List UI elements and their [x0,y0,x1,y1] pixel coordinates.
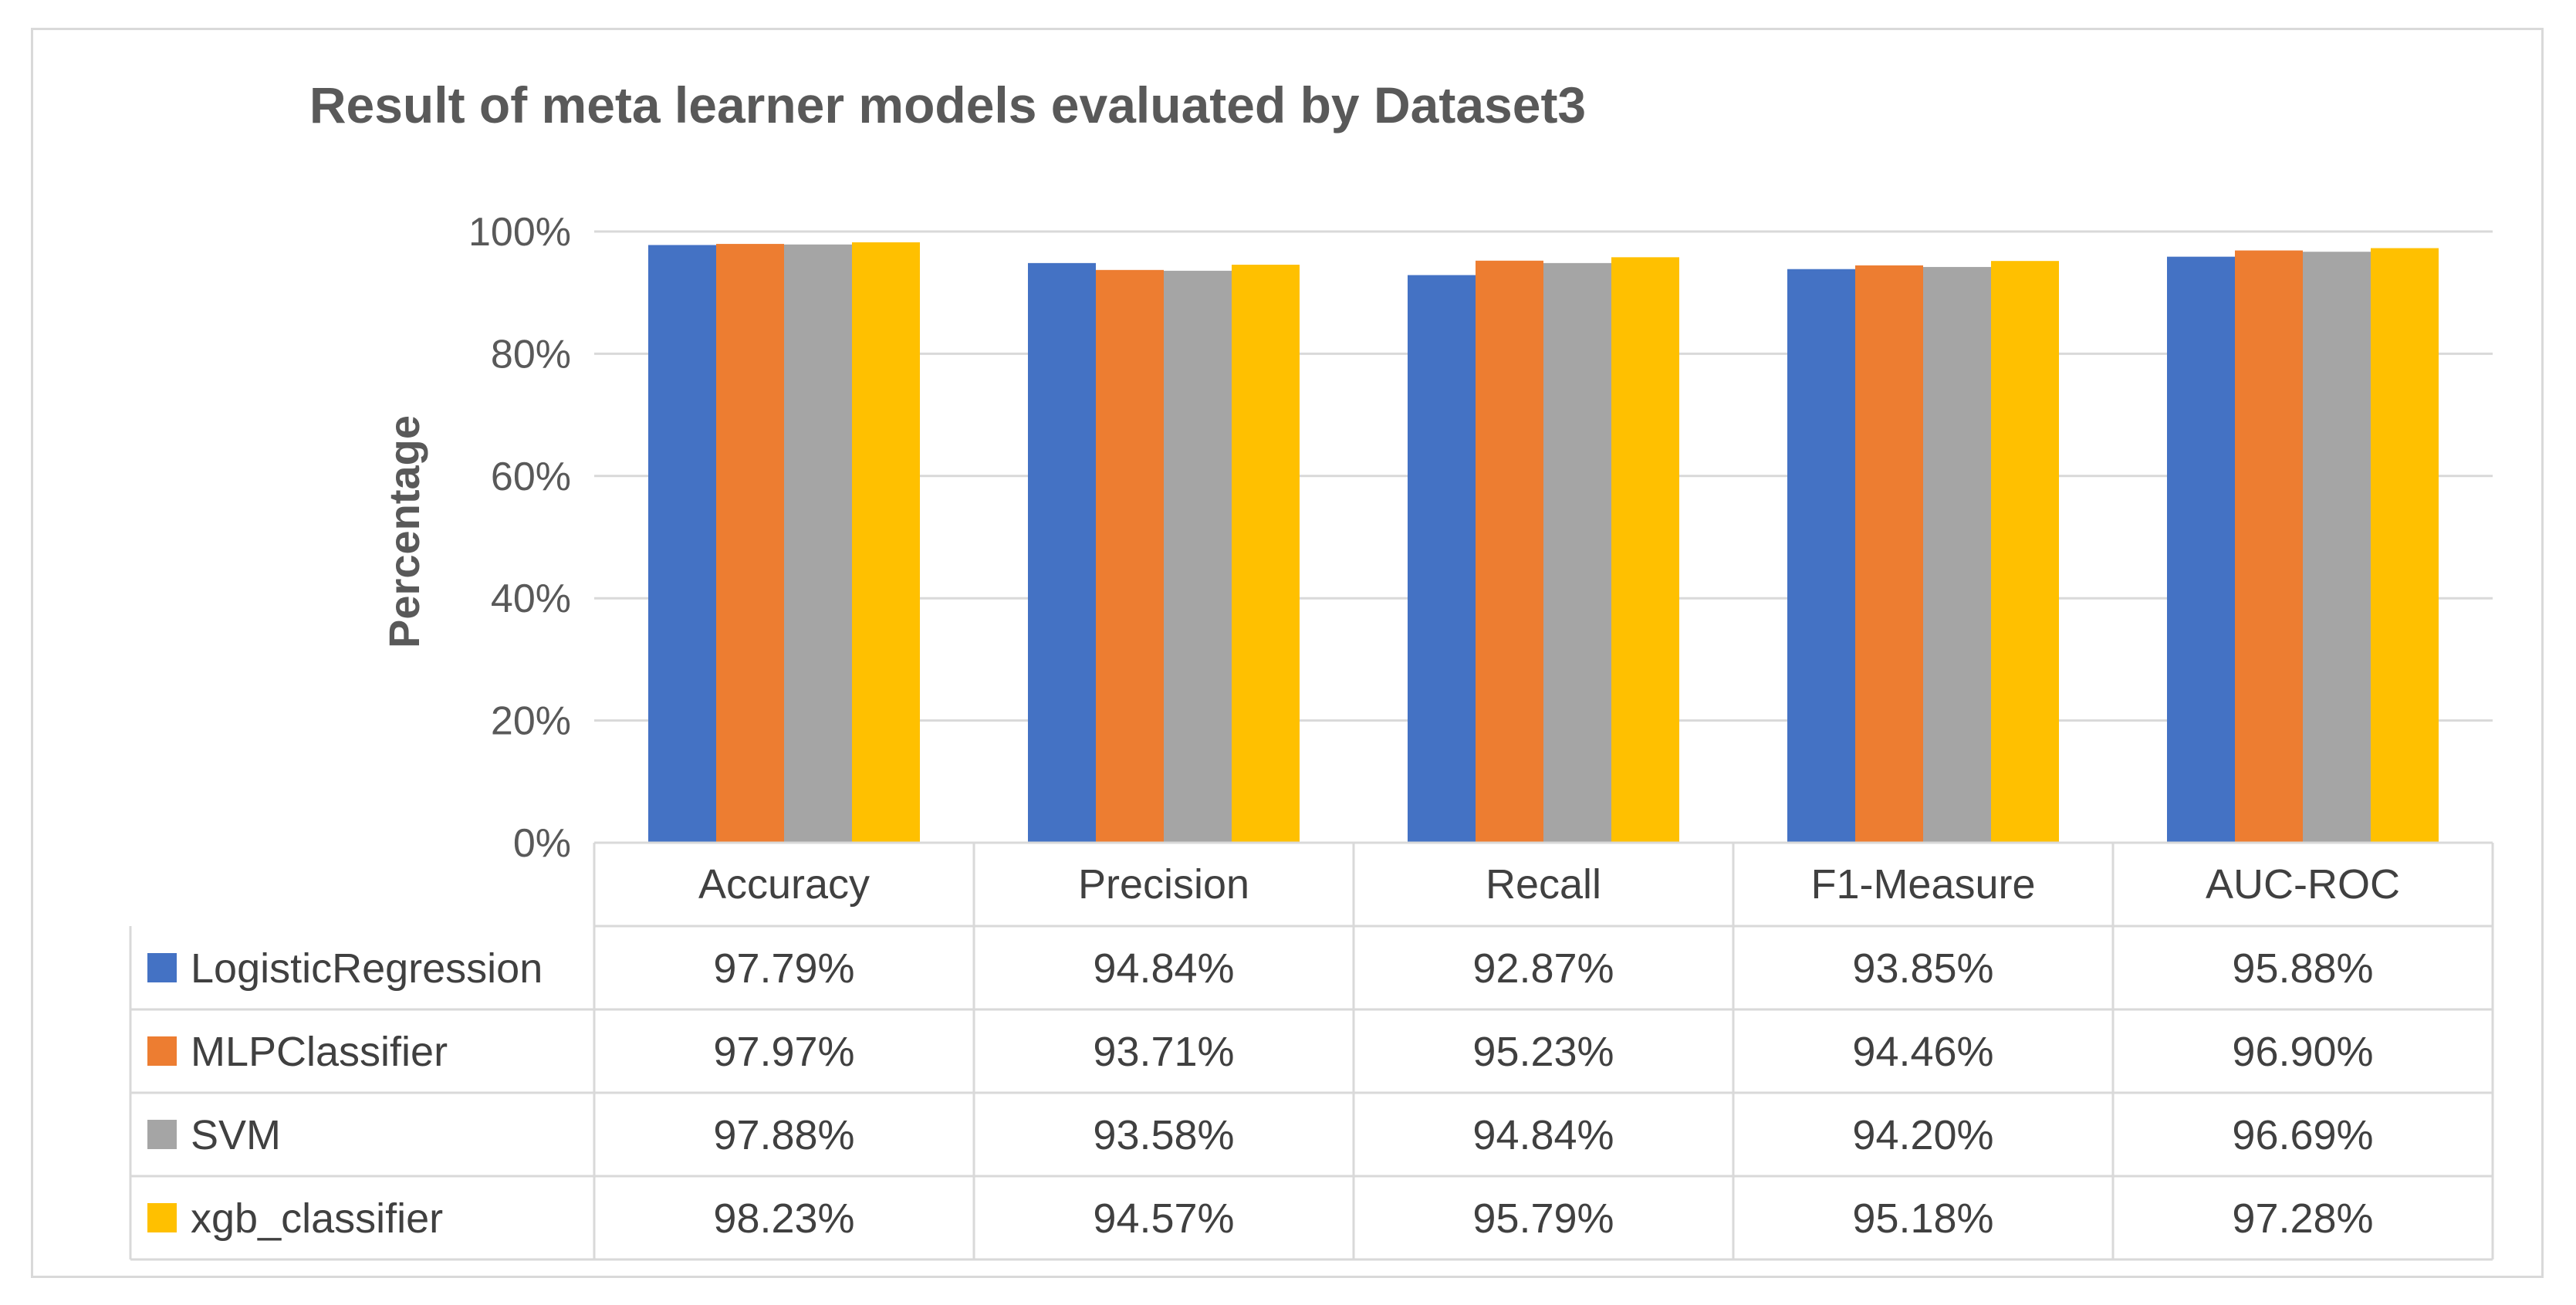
data-label: 95.23% [1472,1029,1614,1075]
data-label: 93.71% [1093,1029,1234,1075]
y-axis-ticks: 0% 20% 40% 60% 80% 100% [468,210,571,866]
y-tick-label: 20% [491,699,571,744]
bar [1543,262,1611,843]
y-tick-label: 40% [491,576,571,621]
bar [1232,265,1300,843]
bars [648,242,2439,844]
data-label: 95.79% [1472,1195,1614,1242]
bar [1476,260,1543,843]
data-table: Accuracy Precision Recall F1-Measure AUC-ROC… [129,841,2494,1261]
y-tick-label: 60% [491,455,571,499]
legend-label: xgb_classifier [191,1195,443,1242]
y-tick-label: 0% [513,821,571,866]
data-label: 94.46% [1852,1029,1993,1075]
y-axis-label: Percentage [380,415,428,648]
bar [1164,270,1232,843]
bar [716,244,784,843]
data-label: 97.28% [2232,1195,2373,1242]
category-label: Recall [1486,861,1601,908]
category-label: Precision [1078,861,1249,908]
data-label: 97.88% [713,1112,854,1158]
bar [1408,275,1476,843]
category-label: Accuracy [698,861,870,908]
data-label: 98.23% [713,1195,854,1242]
data-label: 95.88% [2232,945,2373,992]
legend-swatch [147,953,177,982]
data-label: 97.79% [713,945,854,992]
y-tick-label: 80% [491,332,571,377]
legend-swatch [147,1203,177,1232]
bar [1855,265,1923,843]
data-label: 93.58% [1093,1112,1234,1158]
bar-chart: Result of meta learner models evaluated … [129,76,2494,1261]
legend-swatch [147,1036,177,1066]
data-label: 95.18% [1852,1195,1993,1242]
bar [1096,269,1164,844]
bar [1923,266,1991,843]
legend-label: LogisticRegression [191,945,543,992]
data-label: 97.97% [713,1029,854,1075]
bar [1787,269,1855,843]
data-label: 94.20% [1852,1112,1993,1158]
data-label: 94.84% [1472,1112,1614,1158]
data-label: 96.69% [2232,1112,2373,1158]
y-tick-label: 100% [468,210,571,255]
data-label: 94.57% [1093,1195,1234,1242]
bar [1991,261,2059,843]
bar [2371,248,2439,844]
bar [2235,250,2303,843]
category-label: AUC-ROC [2206,861,2400,908]
bar [1028,262,1096,843]
bar [1611,257,1679,843]
bar [2167,256,2235,844]
legend-swatch [147,1120,177,1149]
bar [2303,252,2371,843]
category-label: F1-Measure [1810,861,2035,908]
bar [784,244,852,843]
bar [852,242,920,843]
data-label: 93.85% [1852,945,1993,992]
bar [648,245,716,844]
legend-label: MLPClassifier [191,1029,448,1075]
legend-label: SVM [191,1112,281,1158]
data-label: 94.84% [1093,945,1234,992]
data-label: 92.87% [1472,945,1614,992]
chart-title: Result of meta learner models evaluated … [309,76,1586,134]
data-label: 96.90% [2232,1029,2373,1075]
chart-frame: Result of meta learner models evaluated … [31,28,2544,1278]
